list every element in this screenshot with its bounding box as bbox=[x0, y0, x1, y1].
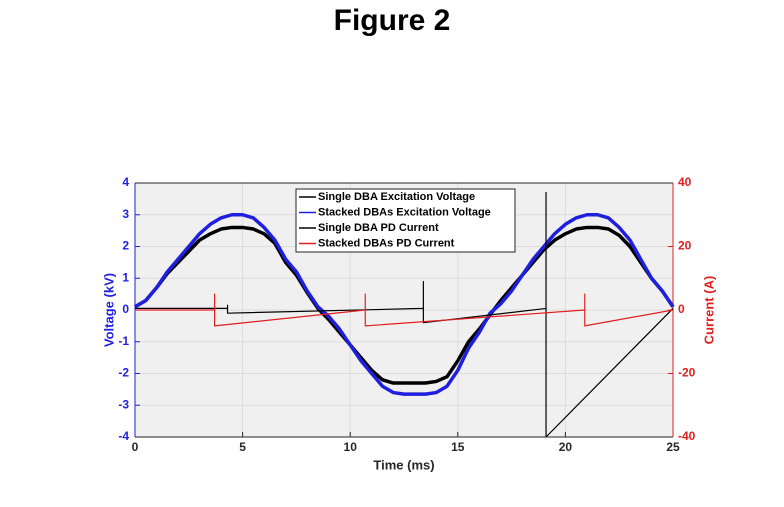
series-line bbox=[135, 191, 674, 438]
y-axis-label: Voltage (kV) bbox=[101, 273, 116, 347]
legend-label: Single DBA Excitation Voltage bbox=[318, 191, 475, 203]
y-tick-label: 1 bbox=[122, 270, 129, 284]
x-tick-label: 5 bbox=[239, 440, 246, 454]
y2-tick-label: 0 bbox=[678, 302, 685, 316]
y-tick-label: -4 bbox=[118, 429, 129, 443]
y-tick-label: 2 bbox=[122, 239, 129, 253]
x-tick-label: 25 bbox=[666, 440, 680, 454]
series-line bbox=[134, 225, 675, 385]
legend-label: Stacked DBAs PD Current bbox=[318, 237, 455, 249]
y-tick-label: 3 bbox=[122, 207, 129, 221]
series-line bbox=[134, 213, 675, 396]
x-tick-label: 0 bbox=[132, 440, 139, 454]
y-tick-label: -3 bbox=[118, 397, 129, 411]
legend-label: Single DBA PD Current bbox=[318, 222, 439, 234]
chart-title: Figure 2 bbox=[334, 4, 451, 37]
y2-axis-label: Current (A) bbox=[701, 276, 716, 345]
y2-tick-label: 20 bbox=[678, 239, 692, 253]
series-line bbox=[135, 293, 674, 327]
y-tick-label: 4 bbox=[122, 175, 129, 189]
legend-box bbox=[295, 188, 516, 253]
legend-label: Stacked DBAs Excitation Voltage bbox=[318, 206, 491, 218]
x-tick-label: 15 bbox=[451, 440, 465, 454]
y-tick-label: 0 bbox=[122, 302, 129, 316]
y-tick-label: -1 bbox=[118, 334, 129, 348]
y2-tick-label: -40 bbox=[678, 429, 696, 443]
x-tick-label: 20 bbox=[559, 440, 573, 454]
x-axis-label: Time (ms) bbox=[373, 457, 434, 472]
y2-tick-label: 40 bbox=[678, 175, 692, 189]
x-tick-label: 10 bbox=[344, 440, 358, 454]
y-tick-label: -2 bbox=[118, 366, 129, 380]
y2-tick-label: -20 bbox=[678, 366, 696, 380]
